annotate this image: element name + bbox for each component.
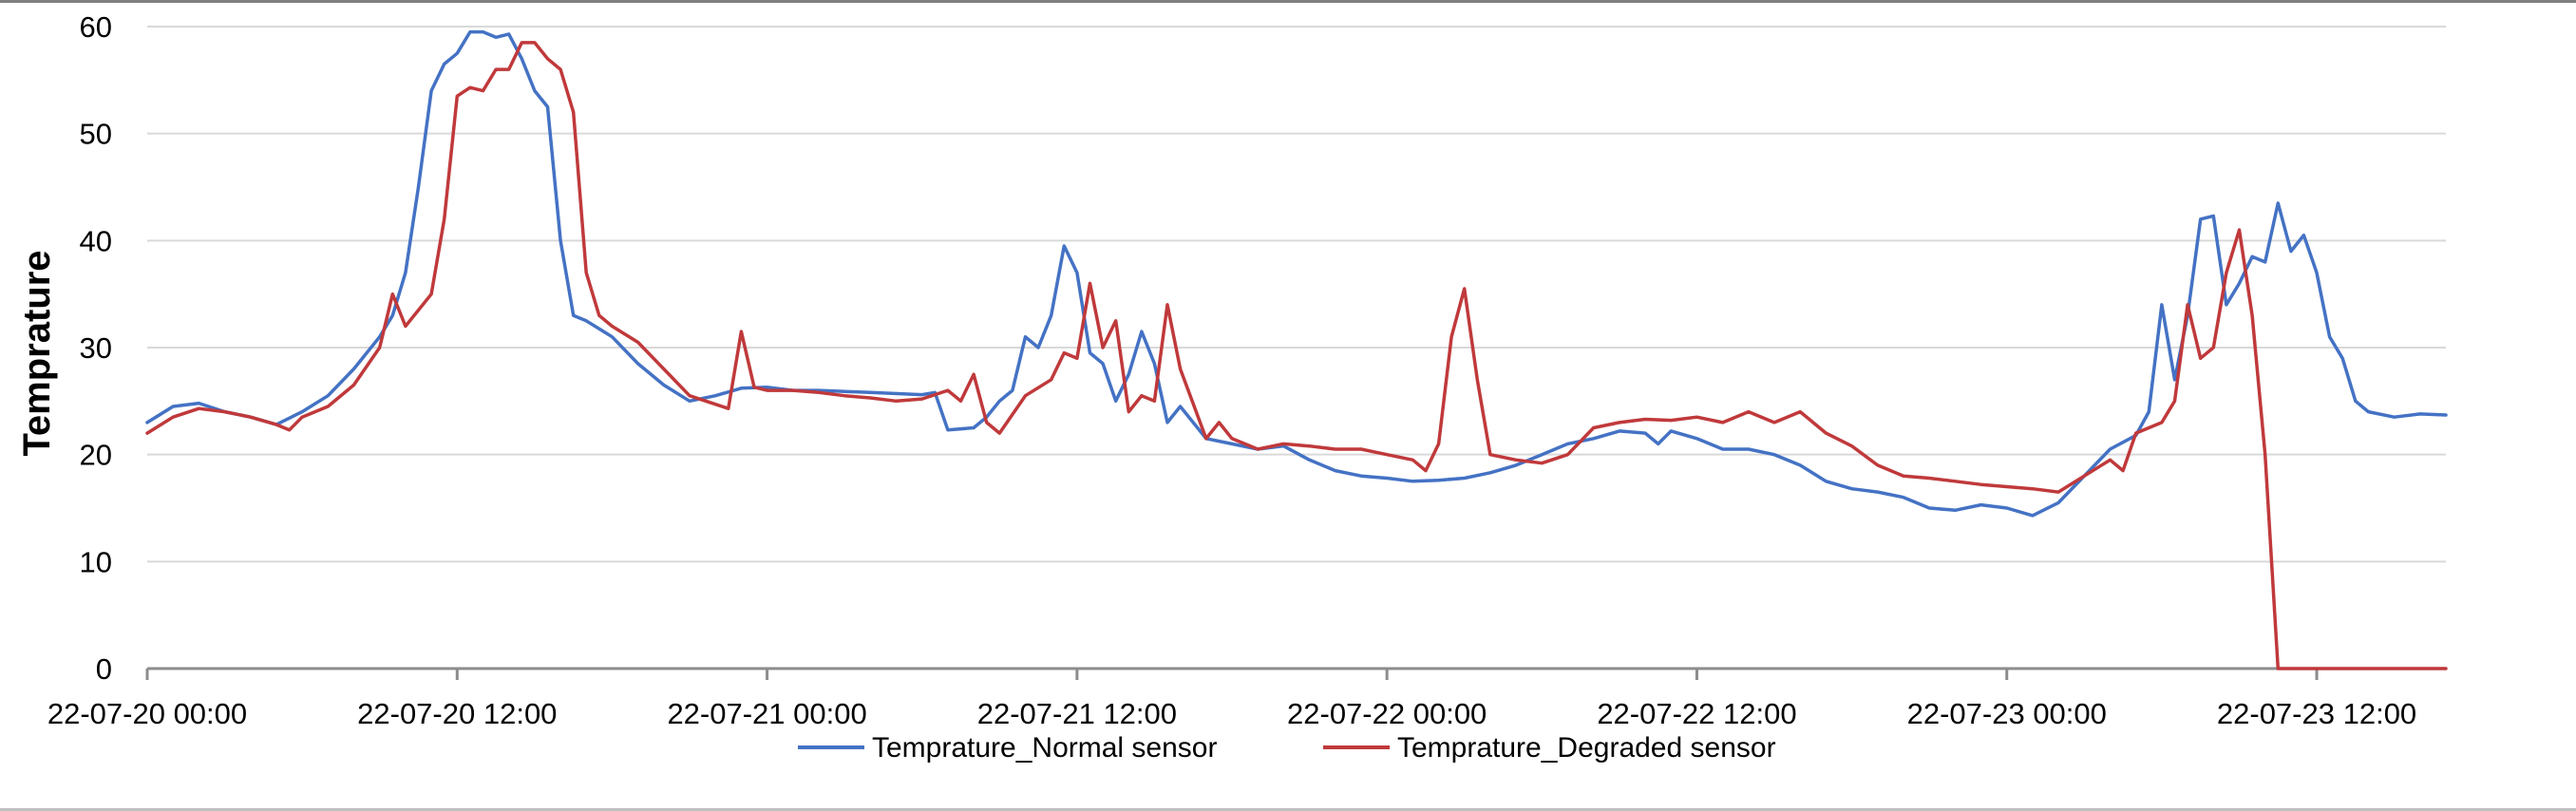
y-tick-label: 0 xyxy=(96,652,112,686)
x-tick-label: 22-07-21 12:00 xyxy=(977,697,1177,730)
legend-label: Temprature_Normal sensor xyxy=(872,732,1217,764)
x-tick-label: 22-07-20 00:00 xyxy=(47,697,247,730)
y-tick-label: 30 xyxy=(80,331,112,365)
x-tick-labels: 22-07-20 00:00 22-07-20 12:00 22-07-21 00:… xyxy=(47,697,2416,730)
gridlines xyxy=(147,26,2446,563)
x-tick-label: 22-07-23 00:00 xyxy=(1907,697,2107,730)
y-tick-label: 10 xyxy=(80,545,112,578)
bottom-border xyxy=(0,808,2576,811)
legend-label: Temprature_Degraded sensor xyxy=(1397,732,1776,764)
x-tick-label: 22-07-22 12:00 xyxy=(1597,697,1796,730)
y-tick-label: 20 xyxy=(80,439,112,472)
axes xyxy=(145,667,2446,680)
y-tick-label: 40 xyxy=(80,224,112,257)
y-tick-labels: 0 10 20 30 40 50 60 xyxy=(80,10,112,686)
legend: Temprature_Normal sensor Temprature_Degra… xyxy=(798,732,1776,764)
top-border xyxy=(0,0,2576,3)
x-tick-label: 22-07-20 12:00 xyxy=(357,697,557,730)
series-line-degraded-sensor xyxy=(145,41,2448,670)
x-tick-label: 22-07-23 12:00 xyxy=(2217,697,2416,730)
y-tick-label: 50 xyxy=(80,118,112,151)
y-tick-label: 60 xyxy=(80,10,112,44)
series-line-normal-sensor xyxy=(145,29,2448,518)
x-tick-label: 22-07-21 00:00 xyxy=(667,697,866,730)
y-axis-label: Temprature xyxy=(16,250,58,456)
x-tick-label: 22-07-22 00:00 xyxy=(1287,697,1487,730)
series-lines xyxy=(145,29,2448,670)
